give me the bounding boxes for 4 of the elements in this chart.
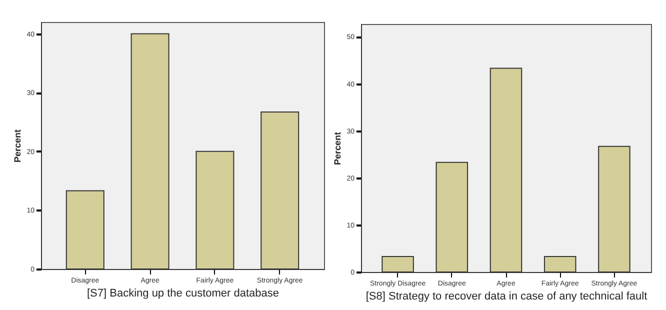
x-axis-title: [S8] Strategy to recover data in case of any technical fault — [366, 290, 648, 302]
y-axis-title: Percent — [332, 132, 343, 166]
x-axis-title: [S7] Backing up the customer database — [86, 288, 280, 300]
y-axis-title: Percent — [12, 129, 23, 163]
